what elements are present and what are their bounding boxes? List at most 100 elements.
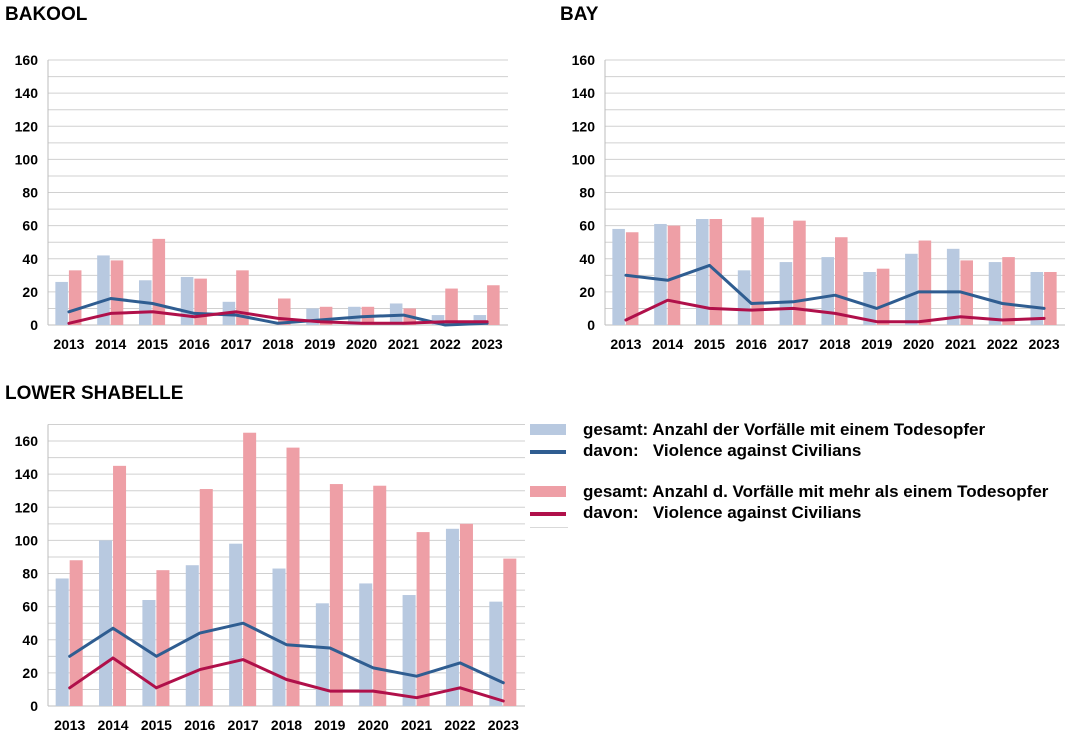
chart-title-bay: BAY bbox=[560, 4, 599, 25]
bar-swatch-icon bbox=[530, 486, 566, 497]
bakool-x-tick-label: 2014 bbox=[95, 336, 126, 352]
lower-shabelle-x-tick-label: 2015 bbox=[141, 717, 172, 730]
bakool-bar-single-2022 bbox=[431, 315, 445, 325]
bakool-y-tick-label: 0 bbox=[30, 317, 38, 333]
lower-shabelle-bar-single-2023 bbox=[489, 601, 503, 706]
bay-bar-multi-2019 bbox=[876, 268, 890, 325]
lower-shabelle-x-tick-label: 2013 bbox=[54, 717, 85, 730]
lower-shabelle-x-tick-label: 2022 bbox=[444, 717, 475, 730]
bay-x-tick-label: 2015 bbox=[694, 336, 725, 352]
bakool-y-tick-label: 100 bbox=[15, 151, 39, 167]
bay-bar-single-2023 bbox=[1030, 272, 1044, 325]
bakool-x-tick-label: 2019 bbox=[304, 336, 335, 352]
bakool-x-tick-label: 2022 bbox=[430, 336, 461, 352]
bakool-x-tick-label: 2015 bbox=[137, 336, 168, 352]
lower-shabelle-bar-multi-2019 bbox=[329, 484, 343, 706]
bakool-y-tick-label: 80 bbox=[22, 185, 38, 201]
bakool-bar-multi-2014 bbox=[110, 260, 124, 325]
lower-shabelle-x-tick-label: 2018 bbox=[271, 717, 302, 730]
legend-item-single-line: davon: Violence against Civilians bbox=[530, 441, 1080, 462]
bay-y-tick-label: 100 bbox=[572, 151, 596, 167]
bakool-x-tick-label: 2023 bbox=[472, 336, 503, 352]
lower-shabelle-bar-multi-2016 bbox=[199, 489, 213, 706]
legend-item-single-bar: gesamt: Anzahl der Vorfälle mit einem To… bbox=[530, 420, 1080, 441]
legend-label: gesamt: Anzahl d. Vorfälle mit mehr als … bbox=[583, 482, 1049, 501]
legend: gesamt: Anzahl der Vorfälle mit einem To… bbox=[530, 420, 1080, 524]
line-swatch-icon bbox=[530, 450, 566, 454]
lower-shabelle-y-tick-label: 20 bbox=[22, 665, 38, 681]
legend-item-multi-line: davon: Violence against Civilians bbox=[530, 503, 1080, 524]
lower-shabelle-bar-multi-2023 bbox=[503, 558, 517, 706]
bay-x-tick-label: 2017 bbox=[778, 336, 809, 352]
bakool-x-tick-label: 2018 bbox=[262, 336, 293, 352]
bakool-bar-multi-2016 bbox=[194, 278, 207, 325]
bakool-x-tick-label: 2016 bbox=[179, 336, 210, 352]
lower-shabelle-bar-multi-2018 bbox=[286, 447, 300, 706]
lower-shabelle-y-tick-label: 120 bbox=[15, 499, 39, 515]
chart-title-bakool: BAKOOL bbox=[5, 4, 88, 25]
lower-shabelle-line-single bbox=[68, 621, 505, 685]
lower-shabelle-bar-single-2018 bbox=[272, 568, 286, 706]
bay-x-tick-label: 2023 bbox=[1029, 336, 1060, 352]
bay-y-tick-label: 160 bbox=[572, 52, 596, 68]
bay-x-tick-label: 2013 bbox=[610, 336, 641, 352]
bakool-bar-single-2023 bbox=[473, 315, 487, 325]
bay-bar-single-2017 bbox=[779, 262, 793, 325]
lower-shabelle-y-tick-label: 60 bbox=[22, 599, 38, 615]
bay-y-tick-label: 0 bbox=[587, 317, 595, 333]
bay-bar-multi-2018 bbox=[835, 237, 848, 325]
bay-bar-multi-2023 bbox=[1044, 272, 1057, 325]
bay-bar-multi-2020 bbox=[918, 240, 932, 325]
bay-x-tick-label: 2019 bbox=[861, 336, 892, 352]
lower-shabelle-x-tick-label: 2019 bbox=[314, 717, 345, 730]
lower-shabelle-y-tick-label: 140 bbox=[15, 466, 39, 482]
bay-bar-single-2020 bbox=[905, 253, 918, 325]
bay-bar-single-2015 bbox=[696, 219, 709, 325]
lower-shabelle-y-tick-label: 80 bbox=[22, 566, 38, 582]
bay-bar-single-2021 bbox=[946, 248, 960, 325]
lower-shabelle-bar-multi-2014 bbox=[113, 465, 127, 706]
bay-bar-single-2019 bbox=[863, 272, 876, 325]
bay-y-tick-label: 40 bbox=[579, 251, 595, 267]
lower-shabelle-bar-multi-2013 bbox=[69, 560, 83, 706]
lower-shabelle-x-tick-label: 2017 bbox=[228, 717, 259, 730]
bay-y-tick-label: 80 bbox=[579, 185, 595, 201]
bay-y-tick-label: 120 bbox=[572, 118, 596, 134]
bay-x-tick-label: 2021 bbox=[945, 336, 976, 352]
bay-bar-multi-2022 bbox=[1002, 257, 1015, 325]
line-swatch-icon bbox=[530, 512, 566, 516]
bay-bar-single-2018 bbox=[821, 257, 834, 325]
lower-shabelle-bar-multi-2021 bbox=[416, 532, 430, 706]
bakool-y-tick-label: 140 bbox=[15, 85, 39, 101]
legend-label: davon: Violence against Civilians bbox=[583, 503, 862, 522]
bay-bar-multi-2016 bbox=[751, 217, 764, 325]
bay-bar-single-2022 bbox=[988, 262, 1002, 325]
bay-line-single bbox=[624, 263, 1046, 310]
lower-shabelle-bar-multi-2020 bbox=[373, 485, 387, 706]
bakool-bar-multi-2022 bbox=[445, 288, 458, 325]
bar-swatch-icon bbox=[530, 424, 566, 435]
bakool-bar-multi-2013 bbox=[68, 270, 82, 325]
bay-y-tick-label: 20 bbox=[579, 284, 595, 300]
lower-shabelle-bar-single-2022 bbox=[445, 528, 459, 706]
bay-y-tick-label: 60 bbox=[579, 218, 595, 234]
lower-shabelle-line-multi bbox=[68, 656, 505, 703]
bakool-bar-single-2014 bbox=[97, 255, 110, 325]
lower-shabelle-bar-multi-2017 bbox=[243, 432, 257, 706]
lower-shabelle-bar-single-2021 bbox=[402, 595, 416, 706]
legend-label: gesamt: Anzahl der Vorfälle mit einem To… bbox=[583, 420, 986, 439]
lower-shabelle-bar-single-2020 bbox=[359, 583, 373, 706]
chart-title-lower-shabelle: LOWER SHABELLE bbox=[5, 383, 184, 404]
bakool-y-tick-label: 120 bbox=[15, 118, 39, 134]
bay-x-tick-label: 2020 bbox=[903, 336, 934, 352]
lower-shabelle-bar-multi-2015 bbox=[156, 570, 170, 706]
bakool-x-tick-label: 2017 bbox=[221, 336, 252, 352]
bakool-bar-single-2013 bbox=[55, 281, 68, 325]
lower-shabelle-y-tick-label: 40 bbox=[22, 632, 38, 648]
bay-bar-multi-2013 bbox=[625, 232, 639, 325]
bay-line-multi bbox=[624, 298, 1046, 324]
bakool-y-tick-label: 160 bbox=[15, 52, 39, 68]
bay-bar-single-2013 bbox=[612, 228, 625, 325]
lower-shabelle-y-tick-label: 0 bbox=[30, 698, 38, 714]
bay-bar-single-2014 bbox=[654, 223, 667, 325]
